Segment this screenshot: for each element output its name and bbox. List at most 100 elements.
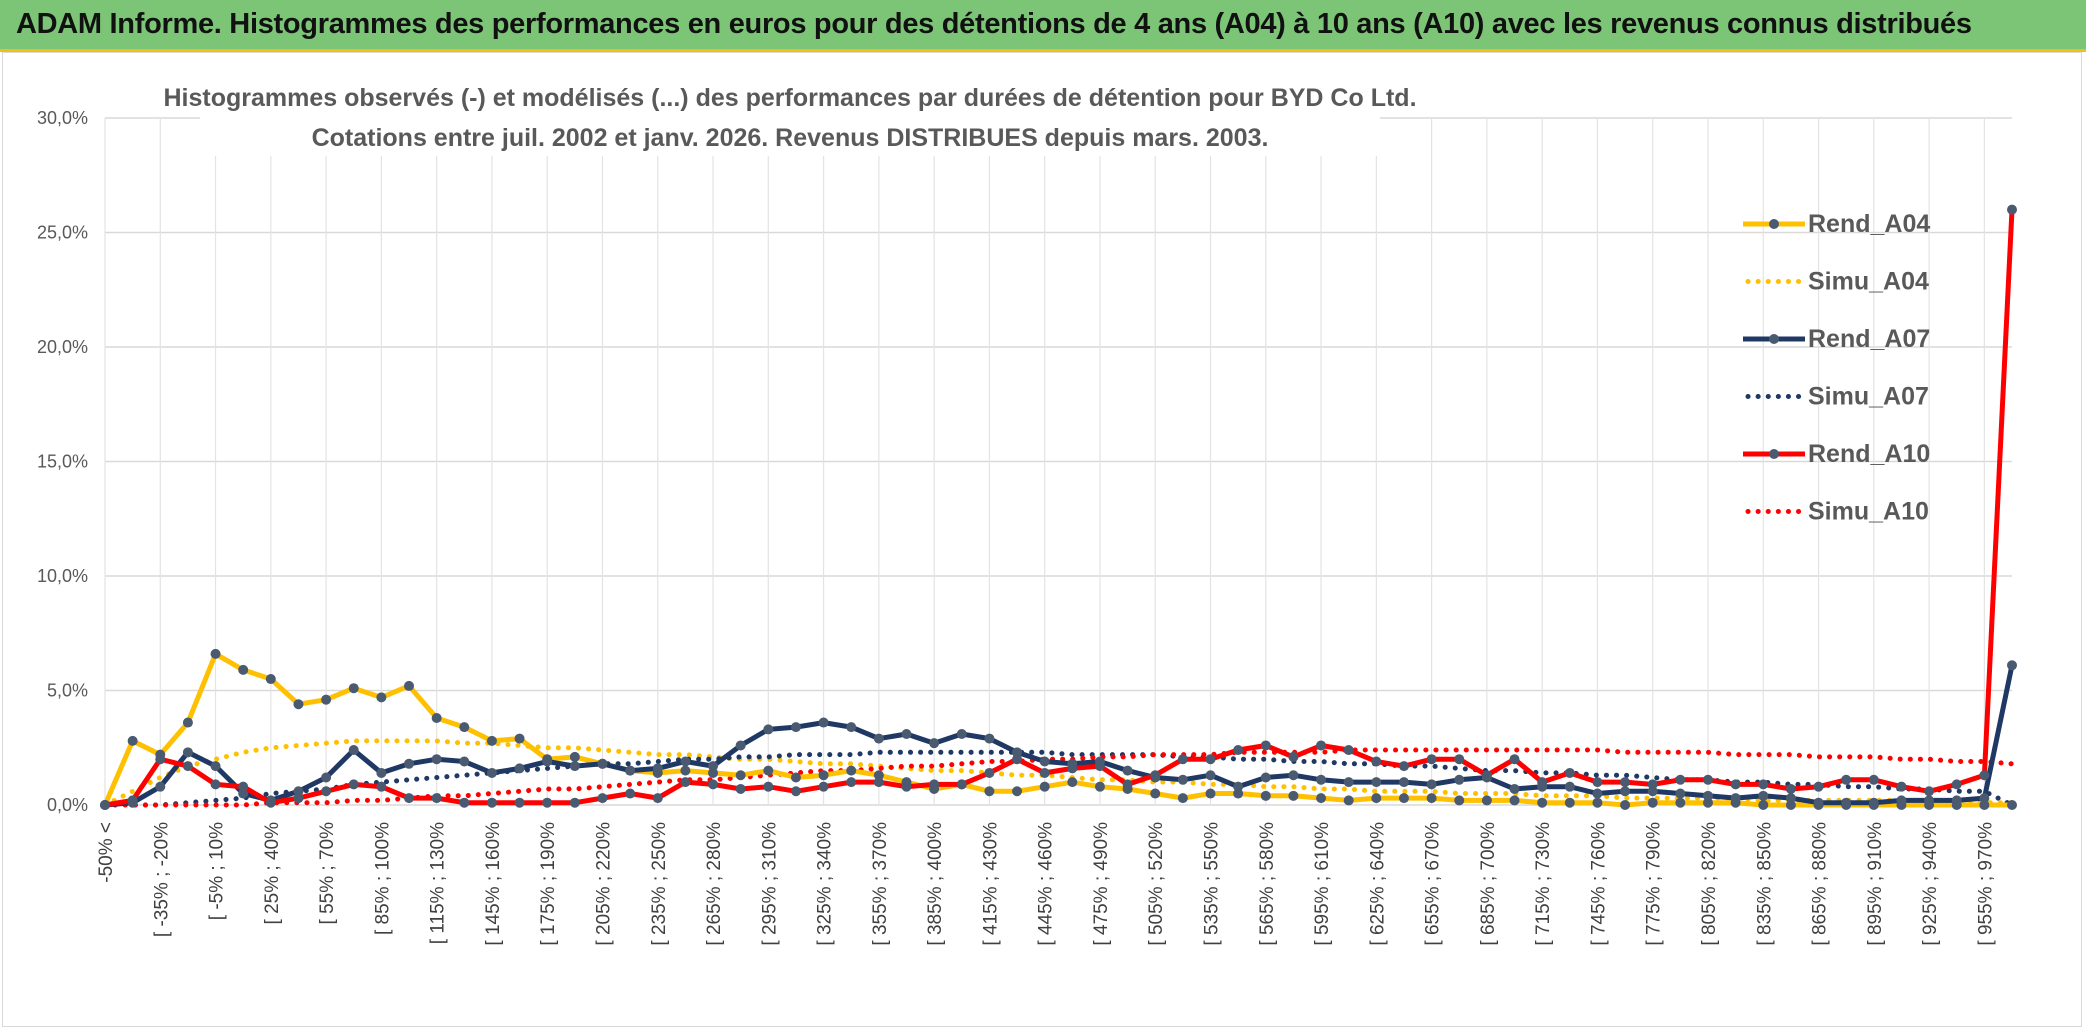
y-tick-label: 15,0% xyxy=(37,452,88,472)
data-point xyxy=(790,772,801,783)
data-point xyxy=(238,781,249,792)
data-point xyxy=(1398,777,1409,788)
data-point xyxy=(1012,747,1023,758)
data-point xyxy=(1177,793,1188,804)
data-point xyxy=(984,733,995,744)
data-point xyxy=(1841,797,1852,808)
x-tick-label: [ 835% ; 850% xyxy=(1754,822,1775,946)
x-tick-label: [ 955% ; 970% xyxy=(1975,822,1996,946)
data-point xyxy=(1868,774,1879,785)
data-point xyxy=(873,733,884,744)
x-tick-label: [ 565% ; 580% xyxy=(1257,822,1278,946)
data-point xyxy=(155,754,166,765)
data-point xyxy=(265,674,276,685)
data-point xyxy=(1675,797,1686,808)
series-Rend_A07 xyxy=(100,660,2017,810)
y-tick-label: 5,0% xyxy=(47,681,88,701)
data-point xyxy=(2007,204,2017,215)
legend-marker xyxy=(1769,334,1779,344)
x-tick-label: [ 685% ; 700% xyxy=(1478,822,1499,946)
x-tick-label: [ 895% ; 910% xyxy=(1865,822,1886,946)
data-point xyxy=(1233,788,1244,799)
data-point xyxy=(127,795,138,806)
data-point xyxy=(625,788,636,799)
data-point xyxy=(1702,790,1713,801)
data-point xyxy=(182,761,193,772)
data-point xyxy=(763,765,774,776)
data-point xyxy=(929,738,940,749)
data-point xyxy=(873,777,884,788)
data-point xyxy=(404,758,415,769)
data-point xyxy=(376,692,387,703)
data-point xyxy=(348,683,359,694)
data-point xyxy=(818,770,829,781)
data-point xyxy=(1454,795,1465,806)
x-tick-label: [ 175% ; 190% xyxy=(538,822,559,946)
data-point xyxy=(1592,788,1603,799)
x-tick-label: [ 25% ; 40% xyxy=(262,822,283,925)
data-point xyxy=(1371,777,1382,788)
legend-label: Simu_A04 xyxy=(1808,268,1929,296)
data-point xyxy=(1067,777,1078,788)
report-title: ADAM Informe. Histogrammes des performan… xyxy=(16,8,1972,40)
data-point xyxy=(1702,774,1713,785)
data-point xyxy=(1868,797,1879,808)
data-point xyxy=(100,800,110,810)
data-point xyxy=(1620,800,1631,810)
x-tick-label: [ 85% ; 100% xyxy=(372,822,393,935)
data-point xyxy=(265,797,276,808)
chart-title-line2: Cotations entre juil. 2002 et janv. 2026… xyxy=(312,124,1269,152)
data-point xyxy=(901,781,912,792)
data-point xyxy=(1150,770,1161,781)
data-point xyxy=(1758,779,1769,790)
data-point xyxy=(1398,761,1409,772)
data-point xyxy=(1426,793,1437,804)
data-point xyxy=(1785,800,1796,810)
legend-item-Rend_A04: Rend_A04 xyxy=(1743,210,1930,238)
data-point xyxy=(404,680,415,691)
legend-item-Rend_A10: Rend_A10 xyxy=(1743,440,1930,468)
data-point xyxy=(569,797,580,808)
data-point xyxy=(1454,774,1465,785)
x-tick-label: [ 205% ; 220% xyxy=(593,822,614,946)
data-point xyxy=(1316,740,1327,751)
report-banner: ADAM Informe. Histogrammes des performan… xyxy=(0,0,2086,52)
data-point xyxy=(652,763,663,774)
data-point xyxy=(321,772,332,783)
data-point xyxy=(1813,797,1824,808)
data-point xyxy=(1122,765,1133,776)
x-tick-label: -50% < xyxy=(96,822,117,883)
legend: Rend_A04 Simu_A04 Rend_A07 Simu_A07 Rend_A10… xyxy=(1743,210,1930,526)
data-point xyxy=(293,793,304,804)
data-point xyxy=(127,735,138,746)
data-point xyxy=(1205,770,1216,781)
data-point xyxy=(1896,781,1907,792)
data-point xyxy=(790,722,801,733)
data-point xyxy=(1094,781,1105,792)
data-point xyxy=(1924,786,1935,797)
data-point xyxy=(735,770,746,781)
data-point xyxy=(956,779,967,790)
data-point xyxy=(348,779,359,790)
data-point xyxy=(210,648,221,659)
x-tick-label: [ 295% ; 310% xyxy=(759,822,780,946)
data-point xyxy=(984,767,995,778)
data-point xyxy=(1647,786,1658,797)
x-tick-label: [ 145% ; 160% xyxy=(483,822,504,946)
data-point xyxy=(1675,788,1686,799)
data-point xyxy=(1813,781,1824,792)
data-point xyxy=(735,740,746,751)
data-point xyxy=(210,779,221,790)
data-point xyxy=(680,765,691,776)
data-point xyxy=(431,793,442,804)
y-axis: 0,0% 5,0% 10,0% 15,0% 20,0% 25,0% 30,0% xyxy=(37,108,88,815)
x-tick-label: [ 445% ; 460% xyxy=(1036,822,1057,946)
x-tick-label: [ 475% ; 490% xyxy=(1091,822,1112,946)
data-point xyxy=(1150,788,1161,799)
data-point xyxy=(1509,783,1520,794)
data-point xyxy=(1012,786,1023,797)
data-point xyxy=(846,777,857,788)
data-point xyxy=(597,758,608,769)
data-point xyxy=(1260,772,1271,783)
chart-frame xyxy=(2,52,2082,1027)
